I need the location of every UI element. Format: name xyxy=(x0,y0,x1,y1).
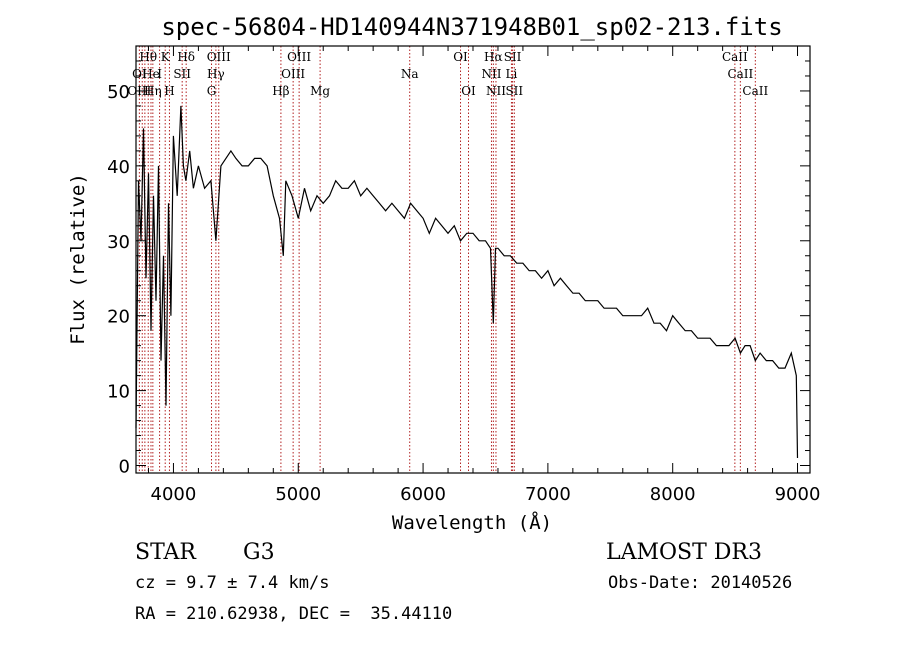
line-label: CaII xyxy=(727,67,753,81)
y-tick-label: 0 xyxy=(119,457,130,478)
x-tick-label: 5000 xyxy=(275,484,321,505)
line-label: Hδ xyxy=(177,50,195,64)
line-label: SII xyxy=(173,67,191,81)
line-label: H xyxy=(164,84,174,98)
line-label: Mg xyxy=(310,84,330,98)
line-label: Na xyxy=(401,67,419,81)
line-label: SII xyxy=(505,84,523,98)
line-label: CaII xyxy=(742,84,768,98)
y-tick-label: 30 xyxy=(107,232,130,253)
line-label: Li xyxy=(506,67,518,81)
spectral-subclass: G3 xyxy=(243,540,275,565)
line-label: Hα xyxy=(484,50,503,64)
line-label: Hγ xyxy=(207,67,225,81)
x-axis-ticks: 4000 5000 6000 7000 8000 9000 xyxy=(147,46,821,505)
line-label: I xyxy=(157,67,162,81)
y-axis-ticks: 0 10 20 30 40 50 xyxy=(107,60,810,478)
redshift-cz: cz = 9.7 ± 7.4 km/s xyxy=(135,573,330,593)
y-tick-label: 40 xyxy=(107,157,130,178)
spectrum-line xyxy=(135,105,799,459)
x-axis-label: Wavelength (Å) xyxy=(392,511,552,534)
line-label: OI xyxy=(461,84,476,98)
line-label: Hθ xyxy=(139,50,157,64)
line-label: Hβ xyxy=(272,84,289,98)
line-label: K xyxy=(161,50,171,64)
x-tick-label: 7000 xyxy=(525,484,571,505)
y-tick-label: 20 xyxy=(107,307,130,328)
x-tick-label: 4000 xyxy=(151,484,197,505)
line-label: Hη xyxy=(144,84,162,98)
line-label: OI xyxy=(453,50,468,64)
line-label: G xyxy=(207,84,217,98)
x-tick-label: 6000 xyxy=(400,484,446,505)
line-label: OIII xyxy=(207,50,231,64)
chart-title: spec-56804-HD140944N371948B01_sp02-213.f… xyxy=(161,13,782,41)
coordinates: RA = 210.62938, DEC = 35.44110 xyxy=(135,604,453,624)
line-label: SII xyxy=(504,50,522,64)
x-tick-label: 8000 xyxy=(650,484,696,505)
line-label: OIII xyxy=(287,50,311,64)
y-tick-label: 50 xyxy=(107,82,130,103)
x-tick-label: 9000 xyxy=(775,484,821,505)
line-label: CaII xyxy=(722,50,748,64)
observation-date: Obs-Date: 20140526 xyxy=(608,573,793,593)
emission-line-markers xyxy=(138,46,756,473)
plot-frame xyxy=(135,45,811,474)
line-label: NII xyxy=(486,84,506,98)
y-tick-label: 10 xyxy=(107,382,130,403)
line-label: NII xyxy=(481,67,501,81)
object-type: STAR xyxy=(135,540,196,565)
line-label: He xyxy=(142,67,160,81)
survey-name: LAMOST DR3 xyxy=(606,540,762,565)
y-axis-label: Flux (relative) xyxy=(67,173,89,345)
line-label: OIII xyxy=(281,67,305,81)
